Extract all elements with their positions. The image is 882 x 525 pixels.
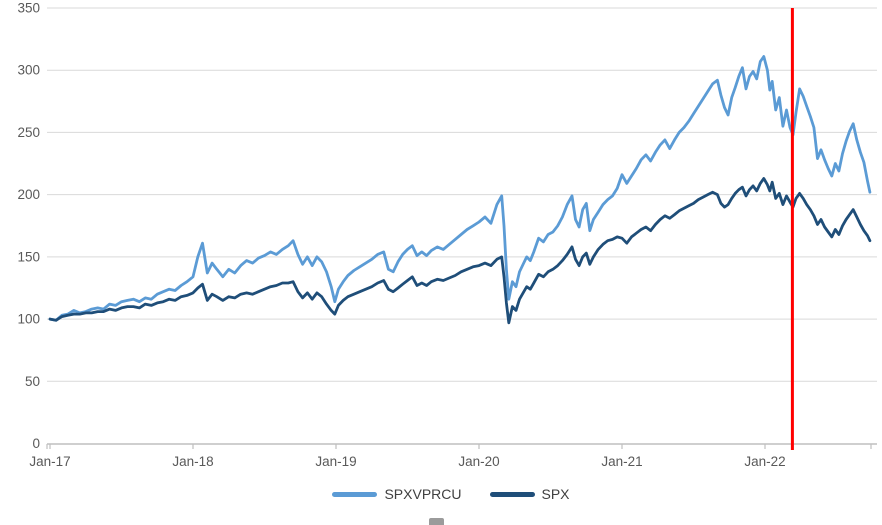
- legend-swatch-spxvprcu: [332, 491, 378, 497]
- y-axis-title-fragment: ): [0, 250, 1, 265]
- y-tick-label: 300: [17, 63, 40, 78]
- legend-label-spxvprcu: SPXVPRCU: [384, 486, 462, 502]
- y-tick-label: 50: [25, 374, 40, 389]
- x-tick-label: Jan-17: [29, 454, 70, 469]
- cropped-ui-fragment: [429, 518, 444, 525]
- y-tick-label: 150: [17, 249, 40, 264]
- x-tick-label: Jan-22: [744, 454, 785, 469]
- y-tick-label: 250: [17, 125, 40, 140]
- series-line-spx: [48, 177, 872, 325]
- x-tick-label: Jan-19: [315, 454, 356, 469]
- y-tick-label: 100: [17, 312, 40, 327]
- series-line-spxvprcu: [48, 55, 872, 322]
- x-tick-label: Jan-18: [172, 454, 213, 469]
- legend: SPXVPRCU SPX: [10, 487, 882, 501]
- x-tick-label: Jan-21: [601, 454, 642, 469]
- y-tick-label: 350: [17, 1, 40, 16]
- legend-label-spx: SPX: [541, 486, 570, 502]
- y-tick-label: 0: [32, 436, 40, 451]
- legend-swatch-spx: [489, 491, 535, 497]
- x-tick-label: Jan-20: [458, 454, 499, 469]
- y-tick-label: 200: [17, 187, 40, 202]
- legend-item-spx: SPX: [489, 486, 570, 502]
- legend-item-spxvprcu: SPXVPRCU: [332, 486, 462, 502]
